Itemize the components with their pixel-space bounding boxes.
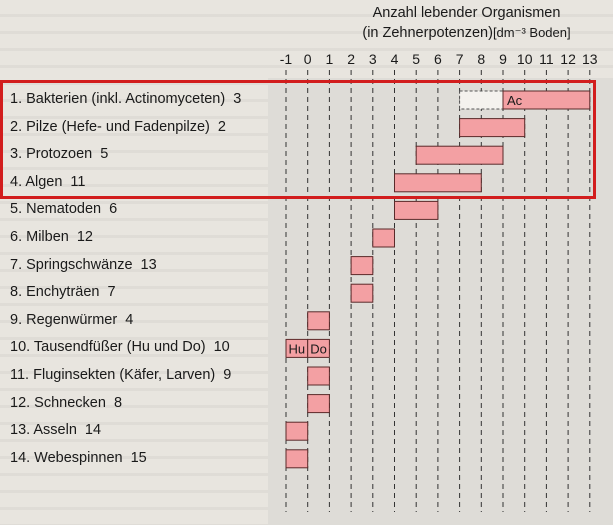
row-label: 1. Bakterien (inkl. Actinomyceten) 3 (10, 91, 241, 107)
row-count: 4 (125, 311, 134, 328)
row-count: 8 (113, 394, 123, 411)
range-bar (285, 421, 309, 441)
row-name: 3. Protozoen (10, 146, 93, 163)
row-count: 7 (107, 284, 116, 301)
range-bar (394, 200, 439, 220)
x-tick-label: 9 (499, 51, 507, 67)
range-bar (350, 256, 374, 276)
range-bar (307, 311, 330, 331)
row-name: 7. Springschwänze (10, 256, 133, 273)
row-count: 6 (109, 201, 118, 218)
chart-subtitle-line: (in Zehnerpotenzen)[dm⁻³ Boden] (320, 23, 613, 43)
row-label: 3. Protozoen 5 (10, 146, 108, 162)
row-count: 11 (70, 173, 86, 190)
row-label: 10. Tausendfüßer (Hu und Do) 10 (10, 339, 230, 355)
x-tick-label: 1 (326, 51, 334, 67)
x-tick-label: 13 (582, 51, 598, 67)
row-label: 12. Schnecken 8 (10, 395, 122, 411)
bar-label: Hu (289, 341, 306, 356)
row-label: 4. Algen 11 (10, 174, 85, 190)
row-count: 14 (84, 422, 102, 439)
row-label: 6. Milben 12 (10, 229, 93, 245)
row-name: 1. Bakterien (inkl. Actinomyceten) (10, 91, 226, 107)
row-count: 2 (217, 118, 226, 135)
range-bar (459, 118, 526, 138)
row-label: 5. Nematoden 6 (10, 201, 117, 217)
row-label: 7. Springschwänze 13 (10, 257, 157, 273)
range-bar (372, 228, 395, 248)
x-tick-label: 11 (539, 51, 554, 67)
range-bar (394, 173, 482, 193)
row-name: 11. Fluginsekten (Käfer, Larven) (10, 367, 216, 383)
row-name: 10. Tausendfüßer (Hu und Do) (10, 339, 206, 356)
range-bar (307, 366, 330, 386)
chart-header: Anzahl lebender Organismen (in Zehnerpot… (320, 4, 613, 43)
x-tick-label: 5 (412, 51, 420, 67)
x-tick-label: 2 (347, 51, 355, 67)
highlight-box (0, 80, 596, 199)
row-count: 10 (213, 339, 230, 356)
row-label: 2. Pilze (Hefe- und Fadenpilze) 2 (10, 119, 226, 135)
range-bar (307, 338, 330, 358)
x-tick-label: 7 (456, 51, 464, 67)
row-count: 9 (223, 367, 232, 383)
row-name: 5. Nematoden (10, 201, 102, 218)
x-tick-label: -1 (280, 51, 293, 67)
row-label: 11. Fluginsekten (Käfer, Larven) 9 (10, 367, 231, 383)
row-name: 12. Schnecken (10, 394, 106, 411)
x-tick-label: 4 (391, 51, 399, 67)
x-tick-label: 12 (560, 51, 576, 67)
x-tick-label: 0 (304, 51, 312, 67)
row-count: 12 (76, 229, 93, 245)
row-count: 3 (233, 91, 242, 107)
row-label: 14. Webespinnen 15 (10, 450, 147, 466)
row-label: 13. Asseln 14 (10, 422, 101, 438)
chart-subtitle: (in Zehnerpotenzen) (362, 25, 493, 41)
bar-label: Do (310, 341, 327, 356)
x-tick-label: 8 (477, 51, 485, 67)
row-label: 8. Enchyträen 7 (10, 284, 116, 300)
chart-unit: [dm⁻³ Boden] (492, 25, 571, 40)
range-bar (502, 90, 591, 110)
row-name: 13. Asseln (10, 422, 77, 439)
row-name: 2. Pilze (Hefe- und Fadenpilze) (10, 118, 210, 135)
chart-title: Anzahl lebender Organismen (372, 5, 561, 21)
row-count: 13 (140, 256, 157, 273)
row-name: 9. Regenwürmer (10, 311, 118, 328)
range-bar (350, 283, 374, 303)
bar-label: Ac (507, 93, 523, 108)
x-tick-label: 6 (434, 51, 442, 67)
row-label: 9. Regenwürmer 4 (10, 312, 133, 328)
x-tick-label: 10 (517, 51, 533, 67)
x-tick-label: 3 (369, 51, 377, 67)
row-name: 6. Milben (10, 229, 69, 245)
range-bar (285, 449, 309, 469)
row-count: 15 (130, 449, 147, 466)
row-count: 5 (100, 146, 109, 163)
row-name: 8. Enchyträen (10, 284, 100, 301)
range-bar (307, 394, 330, 414)
row-name: 14. Webespinnen (10, 449, 123, 466)
range-bar (415, 145, 504, 165)
row-name: 4. Algen (10, 173, 63, 190)
